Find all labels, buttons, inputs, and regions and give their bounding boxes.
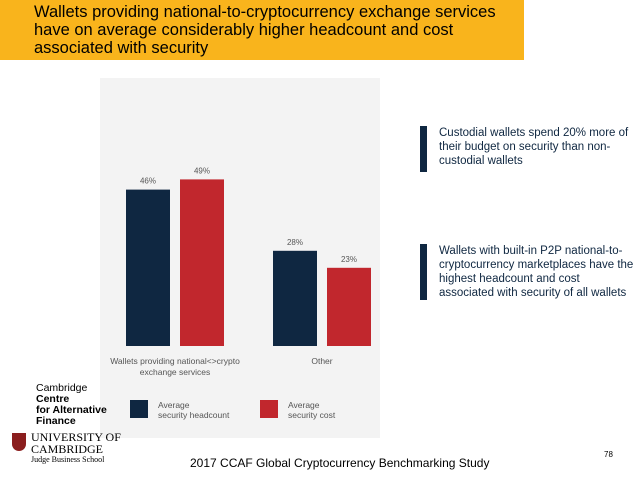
data-label-0-0: 46% xyxy=(140,177,156,186)
chart-panel: 46% 49% Wallets providing national<>crypto… xyxy=(100,78,380,438)
university-logo: UNIVERSITY OF CAMBRIDGE Judge Business S… xyxy=(12,431,122,471)
callout-p2p: Wallets with built-in P2P national-to-cr… xyxy=(420,244,635,300)
title-banner: Wallets providing national-to-cryptocurr… xyxy=(0,0,524,60)
legend-swatch-1 xyxy=(260,400,278,418)
bar-chart: 46% 49% Wallets providing national<>crypto… xyxy=(110,166,371,420)
bar-cost-0 xyxy=(180,179,224,346)
title-line-2: have on average considerably higher head… xyxy=(34,21,454,39)
callout-custodial-text: Custodial wallets spend 20% more of thei… xyxy=(439,127,629,167)
university-logo-line-2: CAMBRIDGE xyxy=(31,442,104,456)
ccaf-logo-line-2: Centre xyxy=(36,393,70,405)
footer-text: 2017 CCAF Global Cryptocurrency Benchmar… xyxy=(190,456,490,470)
data-label-0-1: 28% xyxy=(287,238,303,247)
legend-label-0-0: Average xyxy=(158,400,190,410)
bar-headcount-0 xyxy=(126,189,170,346)
category-label-1-0: Other xyxy=(311,356,332,366)
ccaf-logo: Cambridge Centre for Alternative Finance xyxy=(36,383,107,427)
university-logo-line-1: UNIVERSITY OF xyxy=(31,430,121,444)
category-label-0-1: exchange services xyxy=(140,367,210,377)
legend-label-1-1: security cost xyxy=(288,410,336,420)
ccaf-logo-line-1: Cambridge xyxy=(36,382,88,394)
data-label-1-0: 49% xyxy=(194,166,210,175)
legend-swatch-0 xyxy=(130,400,148,418)
university-logo-line-3: Judge Business School xyxy=(31,455,105,464)
ccaf-logo-line-3: for Alternative xyxy=(36,404,107,416)
ccaf-logo-line-4: Finance xyxy=(36,415,76,427)
bar-headcount-1 xyxy=(273,250,317,346)
callout-p2p-text: Wallets with built-in P2P national-to-cr… xyxy=(439,245,634,299)
data-label-1-1: 23% xyxy=(341,255,357,264)
crest-icon xyxy=(12,433,26,451)
title-line-3: associated with security xyxy=(34,39,209,57)
page-number: 78 xyxy=(604,450,613,459)
title-line-1: Wallets providing national-to-cryptocurr… xyxy=(34,3,496,21)
bar-cost-1 xyxy=(327,267,371,346)
legend-label-0-1: security headcount xyxy=(158,410,230,420)
legend-label-1-0: Average xyxy=(288,400,320,410)
callout-custodial: Custodial wallets spend 20% more of thei… xyxy=(420,126,635,172)
category-label-0-0: Wallets providing national<>crypto xyxy=(110,356,240,366)
